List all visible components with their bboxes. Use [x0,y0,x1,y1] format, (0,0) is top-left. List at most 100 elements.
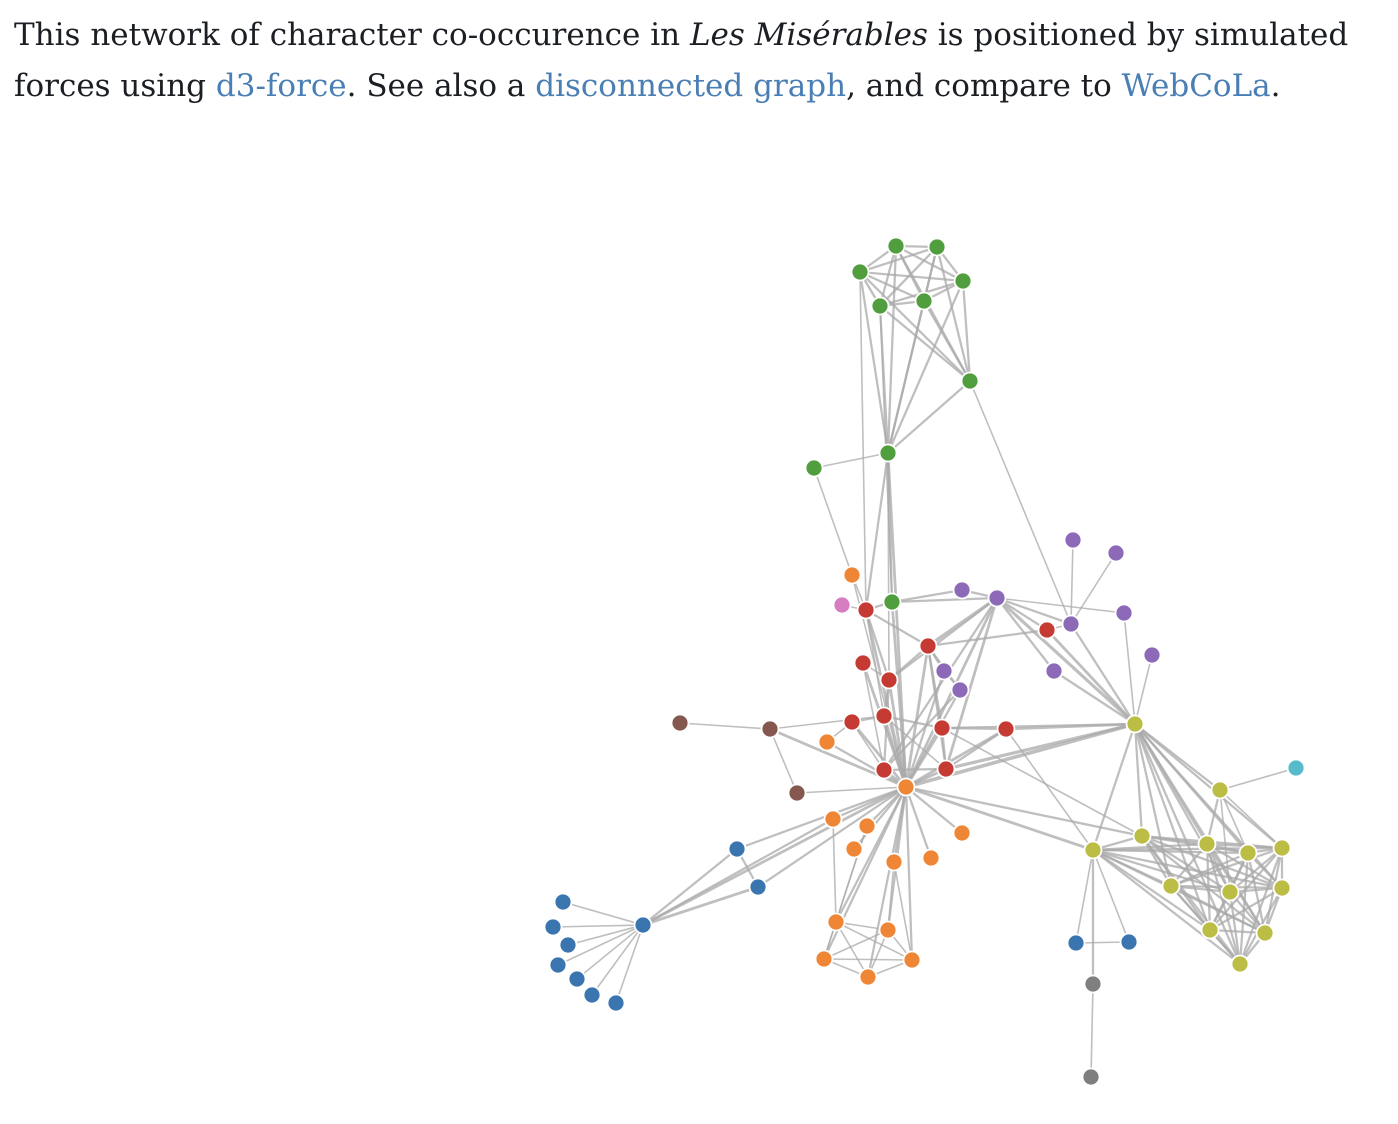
graph-node[interactable] [787,783,807,803]
graph-link [864,609,891,681]
graph-link [887,380,971,454]
graph-node[interactable] [842,565,862,585]
graph-node[interactable] [1083,840,1103,860]
graph-node[interactable] [936,759,956,779]
graph-link [905,785,1143,838]
graph-node[interactable] [1083,974,1103,994]
graph-node[interactable] [857,816,877,836]
graph-node[interactable] [1230,954,1250,974]
graph-node[interactable] [952,580,972,600]
graph-node[interactable] [927,237,947,257]
graph-node[interactable] [844,839,864,859]
graph-node[interactable] [543,917,563,937]
graph-node[interactable] [950,680,970,700]
graph-link [826,741,907,788]
graph-node[interactable] [558,935,578,955]
graph-node[interactable] [1132,826,1152,846]
graph-node[interactable] [804,458,824,478]
graph-node[interactable] [1286,758,1306,778]
graph-node[interactable] [953,271,973,291]
graph-node[interactable] [1114,603,1134,623]
graph-node[interactable] [1238,843,1258,863]
graph-node[interactable] [1061,614,1081,634]
graph-node[interactable] [878,443,898,463]
graph-link [642,848,738,926]
graph-node[interactable] [727,839,747,859]
graph-node[interactable] [902,950,922,970]
graph-node[interactable] [1119,932,1139,952]
graph-node[interactable] [1106,543,1126,563]
graph-node[interactable] [1142,645,1162,665]
graph-node[interactable] [853,653,873,673]
graph-node[interactable] [921,848,941,868]
webcola-link[interactable]: WebCoLa [1121,68,1271,104]
graph-node[interactable] [1081,1067,1101,1087]
graph-node[interactable] [548,955,568,975]
d3-force-link[interactable]: d3-force [215,68,347,104]
graph-node[interactable] [1255,923,1275,943]
graph-node[interactable] [879,670,899,690]
graph-node[interactable] [1197,834,1217,854]
graph-node[interactable] [932,718,952,738]
graph-node[interactable] [960,371,980,391]
graph-link [905,786,963,834]
graph-node[interactable] [870,296,890,316]
graph-node[interactable] [553,892,573,912]
disconnected-graph-link[interactable]: disconnected graph [535,68,847,104]
graph-node[interactable] [633,915,653,935]
graph-node[interactable] [878,920,898,940]
graph-node[interactable] [1161,876,1181,896]
graph-node[interactable] [882,592,902,612]
graph-node[interactable] [1220,882,1240,902]
graph-node[interactable] [996,719,1016,739]
graph-node[interactable] [858,967,878,987]
graph-node[interactable] [832,595,852,615]
graph-node[interactable] [567,969,587,989]
graph-nodes[interactable] [543,236,1306,1087]
graph-node[interactable] [826,912,846,932]
graph-link [813,467,853,576]
graph-node[interactable] [748,877,768,897]
graph-node[interactable] [886,236,906,256]
graph-node[interactable] [1044,661,1064,681]
graph-node[interactable] [850,262,870,282]
graph-link [895,244,964,283]
graph-node[interactable] [856,600,876,620]
graph-node[interactable] [606,993,626,1013]
graph-node[interactable] [987,588,1007,608]
graph-node[interactable] [914,291,934,311]
graph-node[interactable] [1272,878,1292,898]
graph-link [1070,552,1117,625]
graph-node[interactable] [1037,620,1057,640]
graph-link [904,786,933,859]
graph-link [996,597,1048,631]
graph-link [823,929,889,960]
graph-node[interactable] [1063,530,1083,550]
graph-node[interactable] [670,713,690,733]
graph-node[interactable] [1066,933,1086,953]
graph-node[interactable] [874,760,894,780]
graph-node[interactable] [760,719,780,739]
graph-node[interactable] [934,661,954,681]
graph-link [1134,723,1283,849]
graph-node[interactable] [1210,780,1230,800]
graph-node[interactable] [823,809,843,829]
graph-node[interactable] [582,985,602,1005]
graph-node[interactable] [842,712,862,732]
graph-node[interactable] [1272,838,1292,858]
graph-node[interactable] [884,852,904,872]
graph-node[interactable] [814,949,834,969]
graph-node[interactable] [1125,714,1145,734]
graph-node[interactable] [817,732,837,752]
graph-link [1005,728,1094,851]
graph-node[interactable] [874,706,894,726]
graph-link [996,596,1072,626]
graph-node[interactable] [1200,920,1220,940]
graph-node[interactable] [918,636,938,656]
graph-link [851,721,885,771]
graph-link [859,271,971,382]
graph-node[interactable] [896,777,916,797]
graph-link [893,861,913,961]
graph-node[interactable] [952,823,972,843]
